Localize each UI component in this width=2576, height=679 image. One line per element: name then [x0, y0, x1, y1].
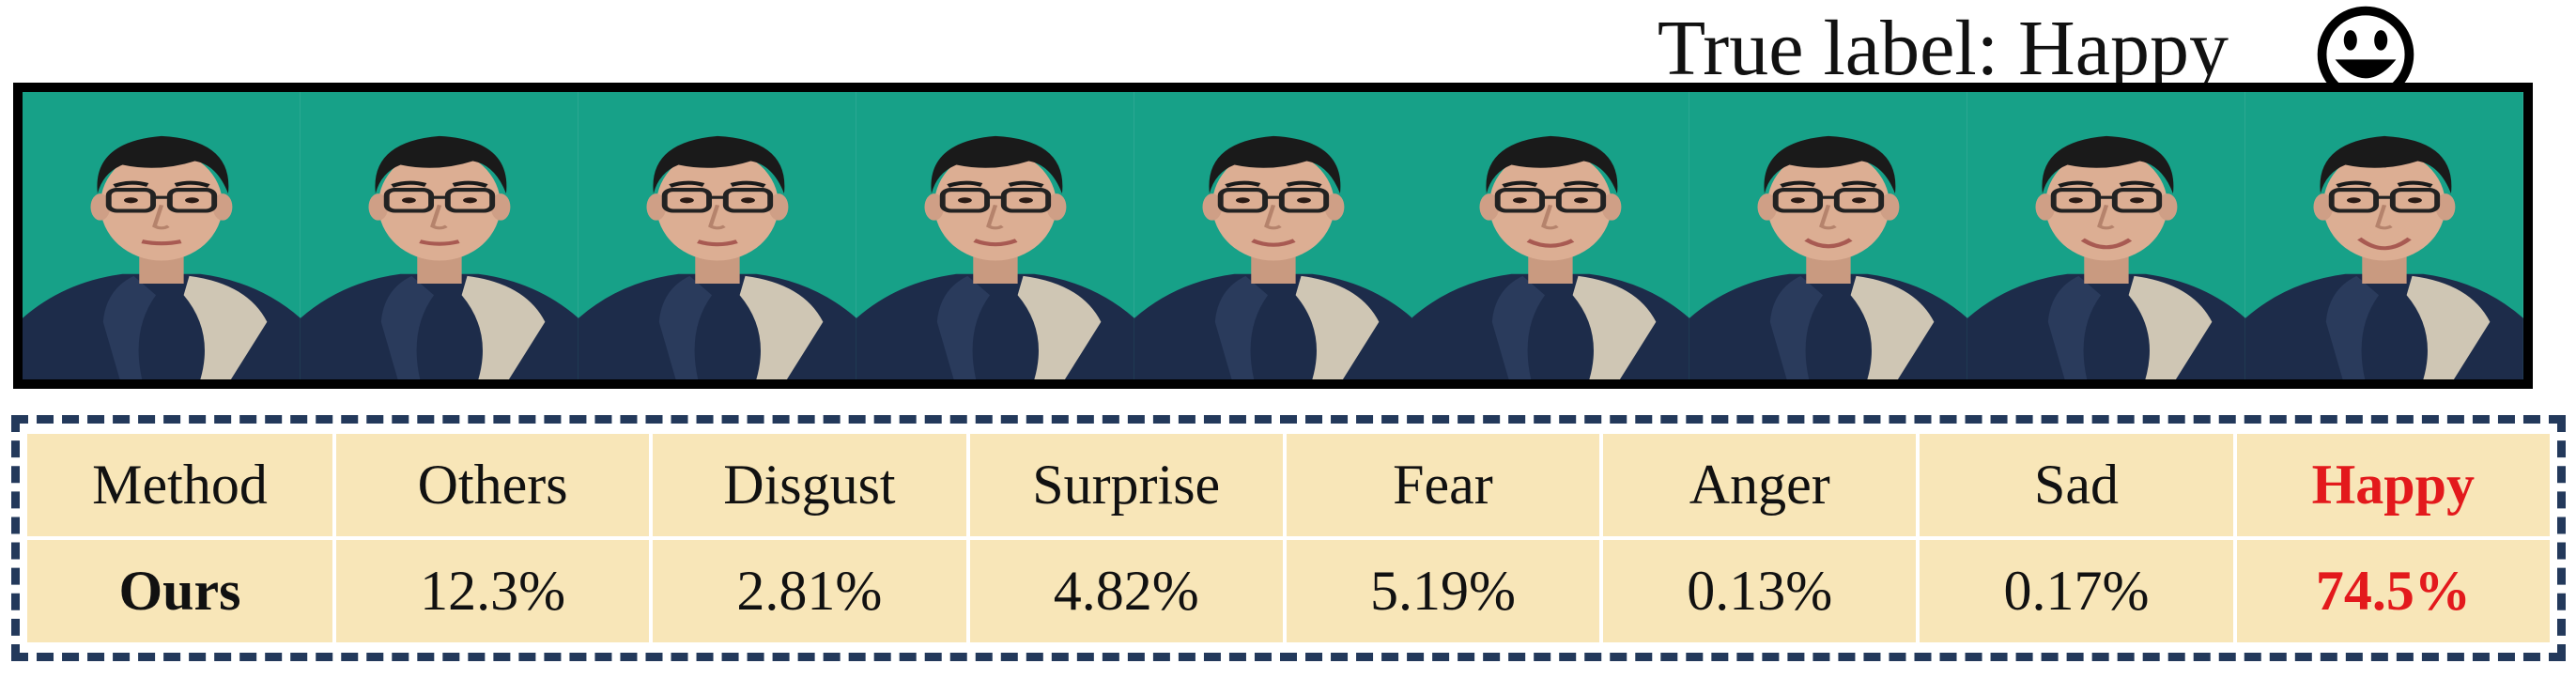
header-cell-fear: Fear [1286, 434, 1600, 536]
row-cell-disgust: 2.81% [653, 540, 966, 642]
table-header-row: Method Others Disgust Surprise Fear Ange… [27, 434, 2550, 536]
video-frame [856, 92, 1134, 379]
video-frames-strip [13, 83, 2533, 389]
row-cell-surprise: 4.82% [969, 540, 1283, 642]
header-cell-surprise: Surprise [969, 434, 1283, 536]
video-frame [578, 92, 856, 379]
video-frame [1689, 92, 1968, 379]
header-cell-happy: Happy [2236, 434, 2550, 536]
header-cell-anger: Anger [1603, 434, 1917, 536]
row-cell-happy: 74.5% [2236, 540, 2550, 642]
smiley-face-icon [2317, 6, 2414, 103]
header-cell-disgust: Disgust [653, 434, 966, 536]
table-row: Ours 12.3% 2.81% 4.82% 5.19% 0.13% 0.17%… [27, 540, 2550, 642]
header-cell-others: Others [336, 434, 650, 536]
prediction-table: Method Others Disgust Surprise Fear Ange… [23, 430, 2553, 646]
video-frame [1967, 92, 2246, 379]
video-frame [2245, 92, 2523, 379]
video-frame [1134, 92, 1412, 379]
header-cell-sad: Sad [1920, 434, 2233, 536]
video-frame [300, 92, 578, 379]
row-cell-method: Ours [27, 540, 332, 642]
row-cell-others: 12.3% [336, 540, 650, 642]
prediction-table-container: Method Others Disgust Surprise Fear Ange… [11, 415, 2566, 661]
video-frame [23, 92, 301, 379]
true-label-caption: True label: Happy [1657, 5, 2229, 92]
header-cell-method: Method [27, 434, 332, 536]
row-cell-anger: 0.13% [1603, 540, 1917, 642]
row-cell-fear: 5.19% [1286, 540, 1600, 642]
row-cell-sad: 0.17% [1920, 540, 2233, 642]
video-frame [1411, 92, 1690, 379]
